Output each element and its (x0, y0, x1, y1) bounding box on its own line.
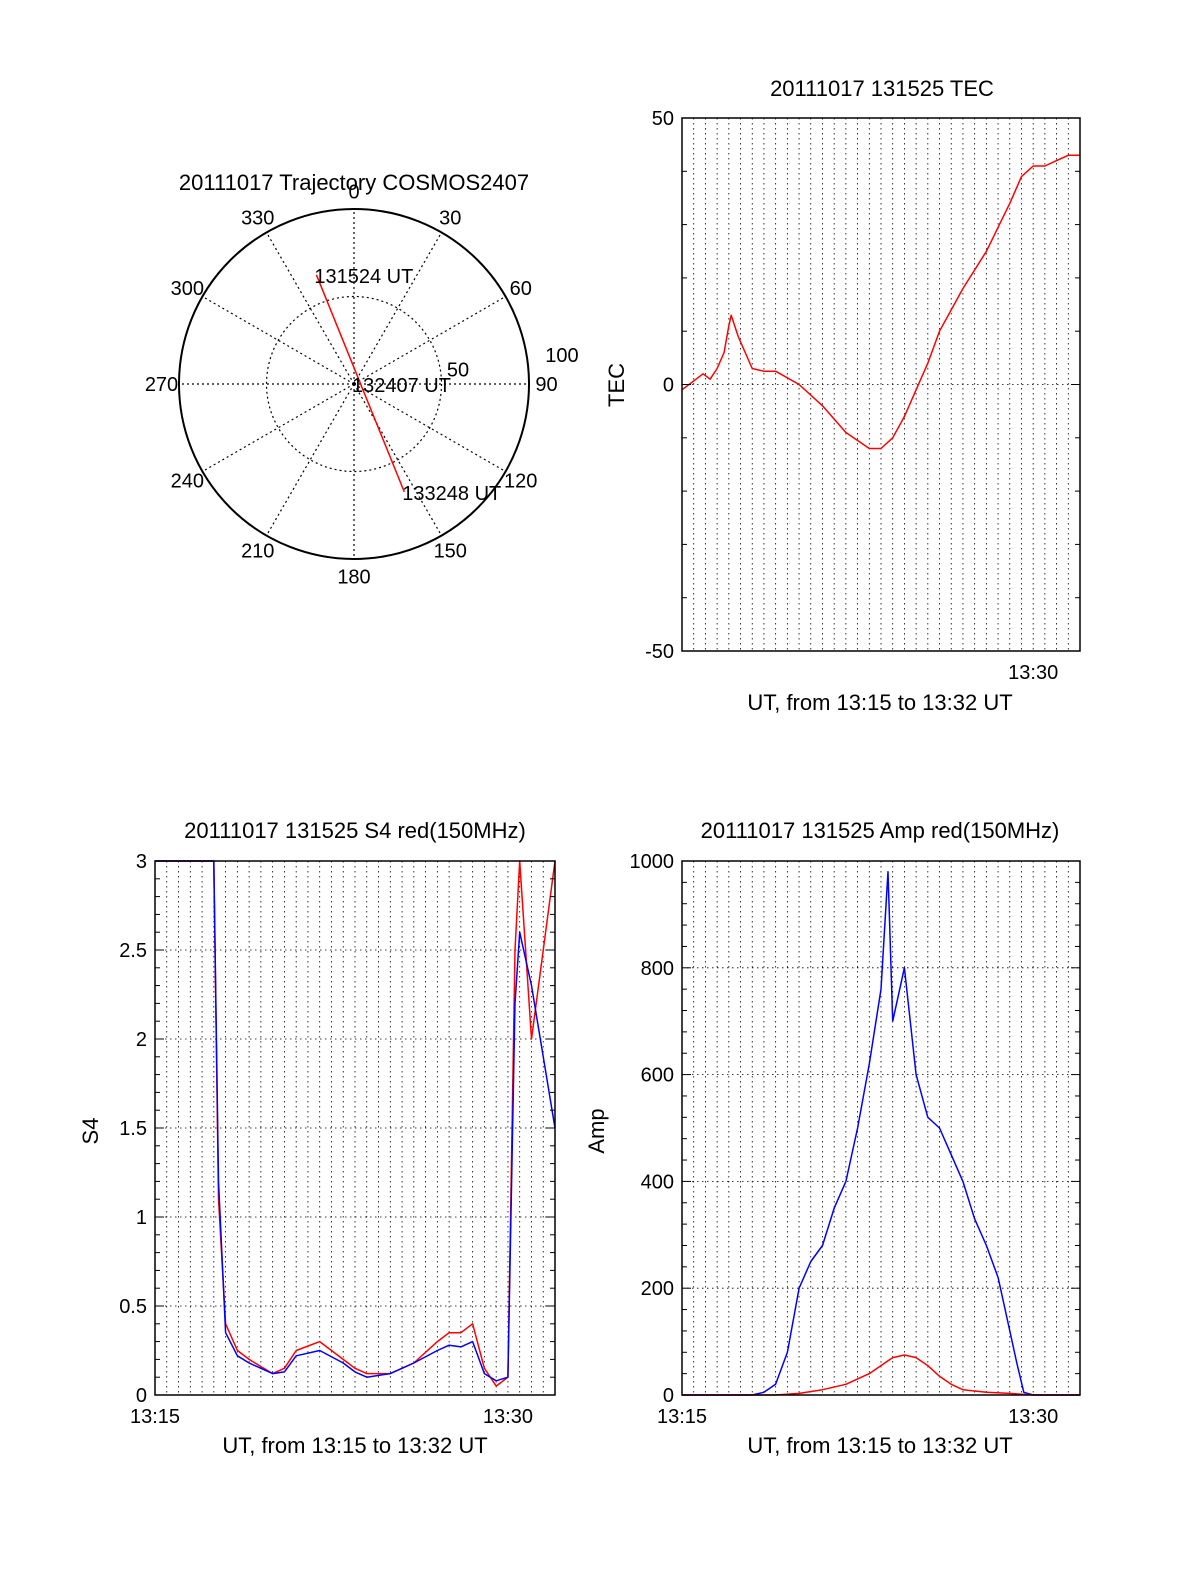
polar-time-label: 133248 UT (402, 483, 501, 505)
polar-spoke-300 (202, 295, 355, 385)
polar-spoke-60 (353, 295, 506, 385)
polar-trajectory-series (315, 274, 405, 493)
polar-spoke-30 (353, 232, 443, 385)
y-tick-label: 3 (136, 851, 147, 873)
x-tick-label: 13:15 (657, 1406, 707, 1428)
s4-x-axis-label: UT, from 13:15 to 13:32 UT (222, 1433, 487, 1458)
polar-trajectory-plot: 20111017 Trajectory COSMOS2407 0 30 60 90 12… (145, 170, 579, 589)
x-tick-label: 13:30 (1008, 1406, 1058, 1428)
polar-angle-label: 30 (439, 207, 461, 229)
polar-angle-label: 180 (337, 567, 370, 589)
polar-inner-circle (265, 295, 443, 473)
y-tick-label: 0.5 (119, 1296, 147, 1318)
polar-spoke-210 (265, 383, 355, 536)
polar-spoke-240 (202, 383, 355, 473)
data-series (155, 860, 556, 1387)
grid-lines (682, 861, 1080, 1395)
s4-y-axis-label: S4 (78, 1118, 103, 1145)
plot-frame (681, 860, 1081, 1396)
y-tick-label: 400 (641, 1171, 674, 1193)
y-tick-label: 1.5 (119, 1118, 147, 1140)
polar-radial-label: 100 (545, 345, 578, 367)
tick-marks (682, 117, 1080, 652)
series-line (681, 154, 1080, 450)
amp-x-axis-label: UT, from 13:15 to 13:32 UT (747, 1433, 1012, 1458)
y-tick-label: 800 (641, 958, 674, 980)
x-tick-label: 13:30 (1008, 662, 1058, 684)
polar-angle-label: 300 (171, 278, 204, 300)
tec-title: 20111017 131525 TEC (770, 76, 994, 101)
grid-lines (155, 861, 555, 1395)
y-tick-label: 2.5 (119, 940, 147, 962)
s4-title: 20111017 131525 S4 red(150MHz) (184, 818, 526, 843)
x-tick-label: 13:30 (483, 1406, 533, 1428)
y-tick-label: 0 (663, 375, 674, 397)
tick-marks (155, 860, 555, 1396)
tec-x-axis-label: UT, from 13:15 to 13:32 UT (747, 690, 1012, 715)
x-tick-label: 13:15 (130, 1406, 180, 1428)
polar-angle-label: 90 (535, 374, 557, 396)
polar-angle-labels: 0 30 60 90 120 150 180 210 240 270 300 330 (145, 182, 558, 589)
y-tick-label: 50 (652, 108, 674, 130)
y-tick-label: 2 (136, 1029, 147, 1051)
amp-panel: 20111017 131525 Amp red(150MHz) UT, from… (584, 818, 1081, 1458)
polar-spoke-120 (353, 383, 506, 473)
polar-angle-label: 270 (145, 374, 178, 396)
polar-angle-label: 0 (348, 182, 359, 204)
polar-time-label: 132407 UT (352, 375, 451, 397)
tec-panel: 20111017 131525 TEC UT, from 13:15 to 13… (604, 76, 1081, 715)
polar-angle-label: 150 (434, 541, 467, 563)
y-tick-label: 600 (641, 1065, 674, 1087)
series-line (155, 860, 556, 1387)
s4-panel: 20111017 131525 S4 red(150MHz) UT, from … (78, 818, 556, 1458)
polar-spoke-150 (353, 383, 443, 536)
y-tick-label: 0 (663, 1385, 674, 1407)
series-line (155, 860, 556, 1382)
tick-marks (682, 860, 1080, 1396)
amp-title: 20111017 131525 Amp red(150MHz) (701, 818, 1060, 843)
y-tick-label: 1000 (630, 851, 675, 873)
y-tick-label: 0 (136, 1385, 147, 1407)
polar-angle-label: 330 (241, 207, 274, 229)
polar-angle-label: 210 (241, 541, 274, 563)
polar-trajectory-line (315, 274, 405, 493)
grid-lines (682, 118, 1080, 651)
data-series (682, 870, 1080, 1396)
y-tick-label: -50 (645, 641, 674, 663)
amp-y-axis-label: Amp (584, 1108, 609, 1153)
series-line (682, 870, 1080, 1396)
polar-radial-label: 50 (447, 359, 469, 381)
polar-angle-label: 120 (504, 470, 537, 492)
polar-angle-label: 240 (171, 470, 204, 492)
tec-y-axis-label: TEC (604, 363, 629, 407)
series-line (682, 1354, 1080, 1396)
polar-angle-label: 60 (510, 278, 532, 300)
y-tick-label: 1 (136, 1207, 147, 1229)
polar-outer-circle (178, 208, 530, 560)
polar-time-label: 131524 UT (314, 266, 413, 288)
polar-title: 20111017 Trajectory COSMOS2407 (179, 170, 529, 195)
data-series (681, 154, 1080, 450)
polar-spoke-330 (265, 232, 355, 385)
polar-time-annotations: 131524 UT 132407 UT 133248 UT (314, 266, 501, 505)
polar-grid (178, 208, 530, 560)
polar-radial-labels: 50 100 (447, 345, 579, 382)
y-tick-label: 200 (641, 1278, 674, 1300)
